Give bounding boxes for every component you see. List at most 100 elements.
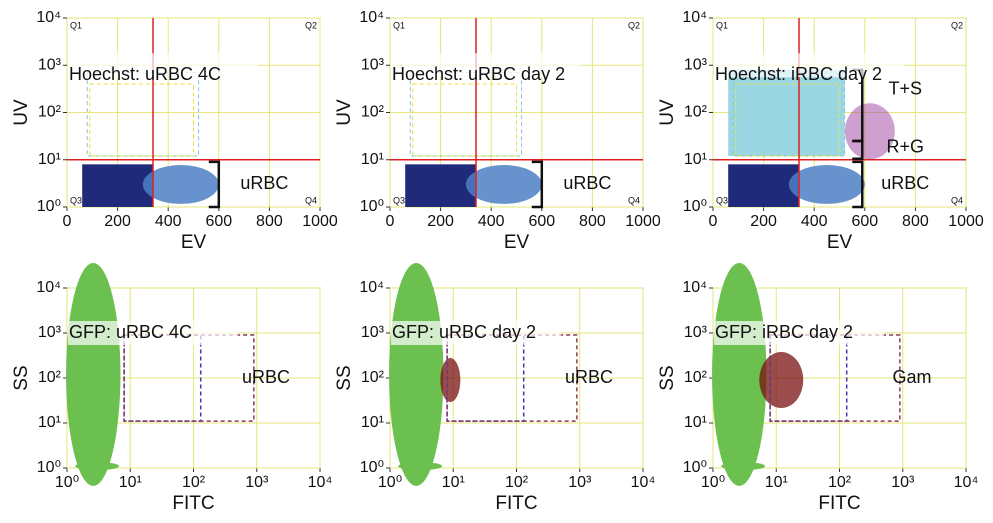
y-axis-label: SS: [11, 365, 32, 390]
population-cloud: [465, 164, 542, 204]
x-tick-label: 600: [205, 213, 232, 230]
y-tick-label: 10⁰: [37, 459, 61, 476]
y-tick-label: 10¹: [361, 414, 384, 431]
y-axis-label: SS: [334, 365, 355, 390]
annotation-bg: [391, 53, 581, 78]
y-tick-label: 10⁰: [683, 459, 707, 476]
quadrant-label: Q4: [305, 195, 317, 205]
population-cloud: [398, 462, 443, 471]
quadrant-label: Q3: [716, 195, 728, 205]
annotation-bg: [68, 321, 238, 345]
x-tick-label: 10²: [828, 474, 852, 491]
population-cloud: [440, 358, 461, 403]
population-cloud: [389, 262, 444, 486]
population-cloud: [712, 262, 767, 486]
y-tick-label: 10³: [38, 56, 62, 73]
x-tick-label: 10³: [891, 474, 915, 491]
gate-label: T+S: [889, 79, 923, 99]
y-tick-label: 10⁰: [360, 459, 384, 476]
annotation-bg: [714, 321, 884, 345]
gate-label: uRBC: [565, 367, 613, 387]
x-axis-label: EV: [827, 232, 853, 253]
population-cloud: [788, 164, 865, 204]
x-tick-label: 10⁴: [954, 474, 979, 491]
x-tick-label: 10⁰: [378, 474, 402, 491]
x-tick-label: 10⁴: [631, 474, 656, 491]
gate-bracket: [208, 160, 221, 209]
gate-label: uRBC: [242, 367, 290, 387]
quadrant-label: Q3: [393, 195, 405, 205]
x-tick-label: 10¹: [765, 474, 788, 491]
x-axis-label: FITC: [495, 493, 537, 514]
quadrant-label: Q1: [716, 20, 728, 30]
y-tick-label: 10¹: [38, 414, 61, 431]
population-cloud: [75, 462, 120, 471]
gate-label: Gam: [892, 367, 931, 387]
annotation: Hoechst: iRBC day 2: [715, 64, 882, 84]
quadrant-label: Q2: [305, 20, 317, 30]
x-tick-label: 10³: [568, 474, 592, 491]
y-tick-label: 10²: [361, 369, 385, 386]
annotation-bg: [714, 53, 904, 78]
population-cloud: [721, 462, 766, 471]
y-tick-label: 10⁴: [682, 9, 707, 26]
x-tick-label: 10¹: [119, 474, 142, 491]
gate-label: R+G: [887, 136, 925, 156]
y-tick-label: 10²: [684, 369, 708, 386]
y-axis-label: SS: [657, 365, 678, 390]
population-cloud: [844, 103, 895, 160]
x-tick-label: 800: [902, 213, 929, 230]
gate-label: uRBC: [240, 173, 288, 193]
quadrant-label: Q1: [70, 20, 82, 30]
y-tick-label: 10³: [361, 56, 385, 73]
x-tick-label: 400: [801, 213, 828, 230]
quadrant-label: Q2: [951, 20, 963, 30]
x-axis-label: EV: [504, 232, 530, 253]
y-tick-label: 10⁴: [682, 279, 707, 296]
population-cloud: [411, 427, 422, 468]
annotation: GFP: uRBC day 2: [392, 322, 536, 342]
y-tick-label: 10³: [684, 56, 708, 73]
x-tick-label: 1000: [948, 213, 984, 230]
y-tick-label: 10⁰: [683, 198, 707, 215]
x-tick-label: 0: [709, 213, 718, 230]
population-cloud: [405, 164, 477, 207]
x-tick-label: 10³: [245, 474, 269, 491]
population-cloud: [82, 164, 154, 207]
population-cloud: [88, 427, 99, 468]
population-cloud: [759, 352, 804, 409]
quadrant-label: Q4: [628, 195, 640, 205]
annotation: Hoechst: uRBC day 2: [392, 64, 565, 84]
gate-bracket: [852, 160, 864, 209]
population-cloud: [66, 262, 121, 486]
annotation: GFP: iRBC day 2: [715, 322, 853, 342]
x-tick-label: 600: [528, 213, 555, 230]
gate-bracket: [531, 160, 544, 209]
x-tick-label: 200: [427, 213, 454, 230]
x-tick-label: 0: [63, 213, 72, 230]
x-tick-label: 400: [478, 213, 505, 230]
y-tick-label: 10⁴: [359, 9, 384, 26]
x-tick-label: 10⁰: [701, 474, 725, 491]
x-tick-label: 800: [579, 213, 606, 230]
x-tick-label: 10²: [505, 474, 529, 491]
y-axis-label: UV: [657, 99, 678, 126]
gate: [89, 83, 194, 157]
gate: [735, 83, 841, 157]
x-tick-label: 0: [386, 213, 395, 230]
x-tick-label: 1000: [625, 213, 661, 230]
x-tick-label: 400: [155, 213, 182, 230]
y-tick-label: 10⁴: [36, 9, 61, 26]
x-tick-label: 200: [750, 213, 777, 230]
annotation: Hoechst: uRBC 4C: [69, 64, 221, 84]
y-axis-label: UV: [334, 99, 355, 126]
quadrant-label: Q2: [628, 20, 640, 30]
gate: [412, 83, 517, 157]
y-tick-label: 10¹: [684, 151, 707, 168]
x-axis-label: EV: [181, 232, 207, 253]
y-tick-label: 10³: [684, 324, 708, 341]
gate-label: uRBC: [881, 173, 929, 193]
population-cloud: [734, 427, 745, 468]
quadrant-label: Q3: [70, 195, 82, 205]
